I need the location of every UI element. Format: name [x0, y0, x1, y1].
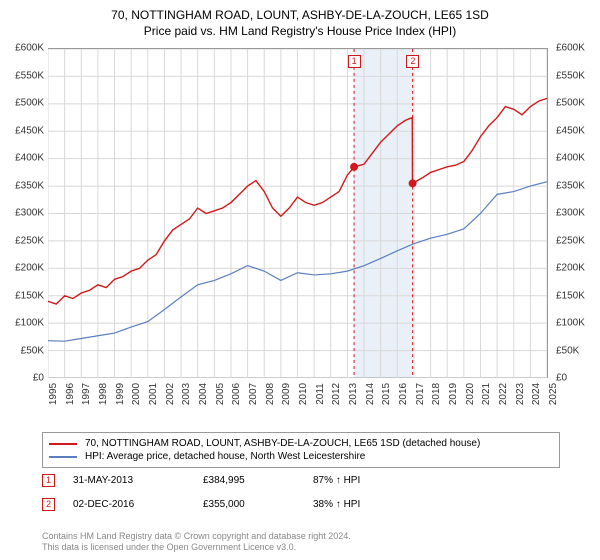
- y-tick-label: £450K: [556, 125, 598, 136]
- sale-marker-icon: 1: [42, 474, 55, 487]
- y-tick-label: £400K: [556, 153, 598, 164]
- footer-line: Contains HM Land Registry data © Crown c…: [42, 531, 560, 543]
- y-tick-label: £500K: [2, 98, 44, 109]
- y-tick-label: £550K: [2, 70, 44, 81]
- legend-label: 70, NOTTINGHAM ROAD, LOUNT, ASHBY-DE-LA-…: [85, 438, 480, 449]
- legend: 70, NOTTINGHAM ROAD, LOUNT, ASHBY-DE-LA-…: [42, 432, 560, 468]
- sale-record-row: 2 02-DEC-2016 £355,000 38% ↑ HPI: [42, 498, 560, 511]
- sale-price: £384,995: [203, 475, 313, 486]
- y-tick-label: £250K: [556, 235, 598, 246]
- sale-relative-hpi: 87% ↑ HPI: [313, 475, 433, 486]
- y-tick-label: £250K: [2, 235, 44, 246]
- plot-area: 12: [48, 48, 548, 378]
- y-tick-label: £200K: [556, 263, 598, 274]
- y-tick-label: £500K: [556, 98, 598, 109]
- legend-swatch: [49, 456, 77, 458]
- footer-attribution: Contains HM Land Registry data © Crown c…: [42, 531, 560, 554]
- y-tick-label: £600K: [2, 43, 44, 54]
- y-tick-label: £150K: [2, 290, 44, 301]
- y-tick-label: £550K: [556, 70, 598, 81]
- legend-swatch: [49, 443, 77, 445]
- title-block: 70, NOTTINGHAM ROAD, LOUNT, ASHBY-DE-LA-…: [0, 0, 600, 38]
- title-address: 70, NOTTINGHAM ROAD, LOUNT, ASHBY-DE-LA-…: [0, 8, 600, 22]
- plot-svg: [48, 49, 547, 378]
- x-axis-labels: 1995199619971998199920002001200220032004…: [48, 380, 548, 424]
- y-tick-label: £400K: [2, 153, 44, 164]
- chart-area: £0 £50K £100K £150K £200K £250K £300K £350K £400…: [0, 44, 600, 424]
- y-tick-label: £200K: [2, 263, 44, 274]
- sale-price: £355,000: [203, 499, 313, 510]
- sale-marker-icon: 2: [42, 498, 55, 511]
- y-tick-label: £350K: [2, 180, 44, 191]
- y-tick-label: £50K: [2, 345, 44, 356]
- y-tick-label: £300K: [2, 208, 44, 219]
- legend-row: HPI: Average price, detached house, Nort…: [49, 450, 553, 463]
- chart-sale-marker: 1: [348, 55, 361, 68]
- y-tick-label: £100K: [556, 318, 598, 329]
- y-tick-label: £600K: [556, 43, 598, 54]
- y-tick-label: £350K: [556, 180, 598, 191]
- footer-line: This data is licensed under the Open Gov…: [42, 542, 560, 554]
- legend-row: 70, NOTTINGHAM ROAD, LOUNT, ASHBY-DE-LA-…: [49, 437, 553, 450]
- sale-date: 31-MAY-2013: [73, 475, 203, 486]
- y-tick-label: £0: [2, 373, 44, 384]
- y-tick-label: £300K: [556, 208, 598, 219]
- y-tick-label: £150K: [556, 290, 598, 301]
- x-tick-label: 2025: [548, 383, 580, 405]
- legend-label: HPI: Average price, detached house, Nort…: [85, 451, 365, 462]
- title-subtitle: Price paid vs. HM Land Registry's House …: [0, 24, 600, 38]
- y-tick-label: £100K: [2, 318, 44, 329]
- chart-container: 70, NOTTINGHAM ROAD, LOUNT, ASHBY-DE-LA-…: [0, 0, 600, 560]
- y-tick-label: £0: [556, 373, 598, 384]
- chart-sale-marker: 2: [406, 55, 419, 68]
- y-tick-label: £450K: [2, 125, 44, 136]
- sale-date: 02-DEC-2016: [73, 499, 203, 510]
- sale-record-row: 1 31-MAY-2013 £384,995 87% ↑ HPI: [42, 474, 560, 487]
- y-tick-label: £50K: [556, 345, 598, 356]
- sale-relative-hpi: 38% ↑ HPI: [313, 499, 433, 510]
